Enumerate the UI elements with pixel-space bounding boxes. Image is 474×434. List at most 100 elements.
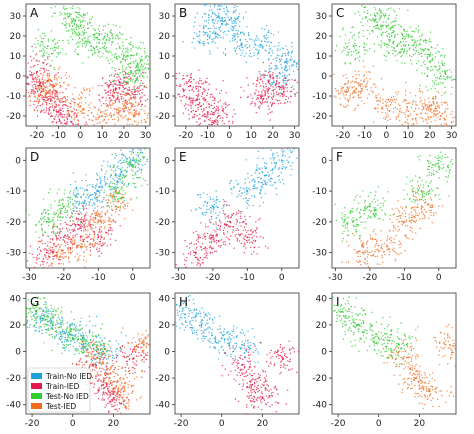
data-point	[357, 57, 359, 59]
data-point	[72, 38, 74, 41]
data-point	[270, 149, 272, 151]
data-point	[347, 99, 350, 101]
data-point	[74, 50, 76, 53]
data-point	[347, 101, 350, 103]
data-point	[58, 239, 61, 241]
data-point	[114, 239, 117, 242]
data-point	[50, 252, 52, 254]
data-point	[34, 54, 37, 56]
data-point	[106, 205, 108, 207]
data-point	[334, 87, 337, 90]
data-point	[143, 72, 145, 74]
data-point	[101, 77, 104, 79]
data-point	[114, 91, 116, 94]
data-point	[116, 112, 119, 115]
data-point	[348, 41, 350, 44]
data-point	[258, 172, 261, 175]
data-point	[220, 23, 223, 25]
data-point	[198, 69, 200, 71]
data-point	[388, 14, 390, 17]
data-point	[36, 254, 39, 256]
data-point	[424, 99, 426, 101]
data-point	[115, 57, 118, 59]
data-point	[124, 104, 126, 107]
data-point	[87, 22, 89, 24]
data-point	[114, 186, 116, 188]
data-point	[298, 171, 299, 173]
data-point	[37, 105, 39, 107]
data-point	[108, 200, 110, 202]
data-point	[184, 103, 187, 105]
data-point	[117, 198, 119, 201]
data-point	[114, 87, 117, 89]
data-point	[391, 26, 393, 29]
data-point	[201, 111, 204, 113]
data-point	[113, 114, 115, 117]
data-point	[236, 47, 238, 49]
data-point	[212, 112, 214, 114]
data-point	[233, 39, 235, 41]
data-point	[117, 161, 119, 164]
data-point	[31, 88, 33, 91]
data-point	[230, 17, 233, 20]
data-point	[202, 25, 205, 27]
data-point	[350, 51, 353, 53]
data-point	[53, 232, 55, 235]
data-point	[202, 31, 204, 33]
data-point	[108, 113, 111, 116]
data-point	[123, 77, 125, 80]
data-point	[28, 213, 30, 216]
data-point	[296, 68, 299, 70]
data-point	[360, 92, 362, 95]
data-point	[38, 50, 41, 52]
data-point	[66, 8, 68, 10]
data-point	[26, 77, 29, 79]
data-point	[129, 118, 132, 120]
data-point	[43, 45, 45, 48]
data-point	[75, 28, 78, 31]
data-point	[246, 26, 248, 28]
data-point	[79, 98, 81, 100]
data-point	[103, 189, 105, 191]
data-point	[146, 54, 148, 57]
data-point	[85, 214, 87, 216]
data-point	[127, 120, 129, 122]
data-point	[358, 31, 360, 34]
data-point	[73, 220, 75, 222]
data-point	[110, 244, 112, 246]
data-point	[381, 34, 383, 37]
data-point	[291, 41, 293, 44]
data-point	[38, 84, 40, 86]
data-point	[256, 76, 259, 79]
data-point	[125, 76, 127, 78]
data-point	[223, 10, 225, 13]
data-point	[450, 75, 453, 78]
data-point	[210, 207, 213, 209]
data-point	[429, 52, 432, 54]
data-point	[244, 45, 246, 47]
data-point	[104, 226, 106, 228]
data-point	[200, 108, 203, 111]
data-point	[378, 100, 380, 102]
data-point	[443, 92, 445, 95]
data-point	[334, 49, 337, 52]
data-point	[52, 258, 54, 260]
data-point	[222, 109, 225, 111]
data-point	[56, 90, 58, 92]
data-point	[137, 154, 139, 157]
data-point	[192, 103, 194, 105]
data-point	[115, 190, 117, 192]
data-point	[71, 250, 74, 253]
data-point	[51, 247, 54, 249]
data-point	[113, 96, 115, 99]
data-point	[52, 104, 54, 106]
data-point	[382, 25, 384, 27]
data-point	[141, 103, 143, 106]
data-point	[98, 115, 101, 117]
data-point	[95, 185, 97, 187]
data-point	[197, 81, 200, 83]
data-point	[335, 45, 338, 47]
data-point	[207, 22, 209, 24]
data-point	[98, 32, 100, 35]
data-point	[281, 55, 284, 57]
